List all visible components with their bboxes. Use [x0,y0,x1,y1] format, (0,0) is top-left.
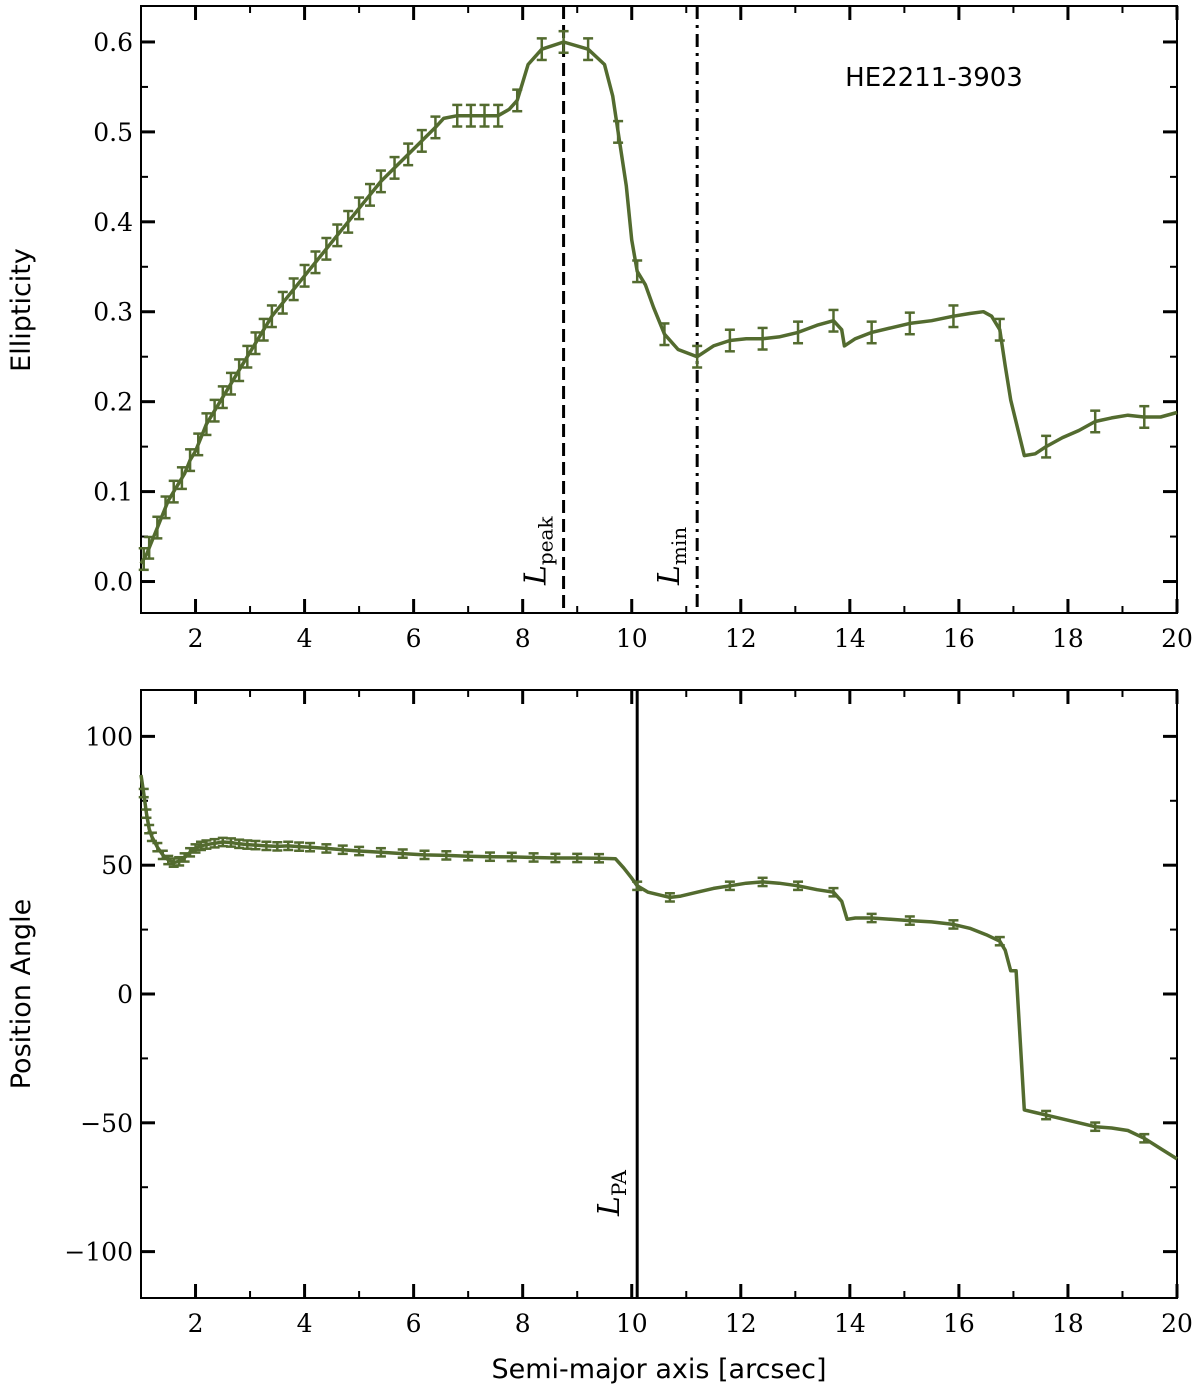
y-tick-label: −50 [80,1109,133,1138]
x-tick-label: 16 [943,1309,975,1338]
data-series-line [139,774,1178,1161]
y-tick-label: 0.5 [93,118,133,147]
x-tick-label: 6 [406,1309,422,1338]
y-tick-label: 0.0 [93,568,133,597]
x-tick-label: 8 [515,624,531,653]
reference-line-label-main: L [592,1196,627,1217]
x-tick-label: 4 [297,1309,313,1338]
x-tick-label: 20 [1161,624,1193,653]
y-tick-label: 100 [85,722,133,751]
x-tick-label: 10 [616,1309,648,1338]
plot-frame [140,5,1178,614]
data-series-line [139,40,1178,565]
y-tick-label: 0.2 [93,388,133,417]
reference-line-label-main: L [652,565,687,586]
reference-line-label-sub: PA [607,1169,631,1196]
x-tick-label: 2 [188,1309,204,1338]
y-tick-label: −100 [64,1238,133,1267]
x-tick-label: 4 [297,624,313,653]
y-tick-label: 50 [101,851,133,880]
reference-line-label-sub: min [667,527,691,565]
x-tick-label: 6 [406,624,422,653]
x-tick-label: 14 [834,1309,866,1338]
x-tick-label: 14 [834,624,866,653]
x-tick-label: 12 [725,1309,757,1338]
y-tick-label: 0.1 [93,478,133,507]
x-tick-label: 20 [1161,1309,1193,1338]
x-tick-label: 18 [1052,624,1084,653]
x-tick-label: 2 [188,624,204,653]
reference-line-label: Lmin [652,527,691,586]
x-tick-label: 10 [616,624,648,653]
reference-line-label-sub: peak [534,516,558,566]
x-tick-label: 16 [943,624,975,653]
y-tick-label: 0.6 [93,28,133,57]
y-axis-label-ellipticity: Ellipticity [6,248,37,372]
y-axis-label-position-angle: Position Angle [6,899,37,1090]
x-tick-label: 12 [725,624,757,653]
reference-line-label: Lpeak [519,516,558,586]
position-angle-panel: 2 4 6 8 10 12 14 16 18 20 −100 −50 0 50 100 LPA [64,689,1193,1338]
x-tick-label: 8 [515,1309,531,1338]
reference-line-label-main: L [519,565,554,586]
y-tick-label: 0.3 [93,298,133,327]
plot-frame [140,689,1178,1299]
reference-line-label: LPA [592,1169,631,1217]
object-name-annotation: HE2211-3903 [845,63,1023,93]
y-tick-label: 0.4 [93,208,133,237]
ellipticity-panel: 2 4 6 8 10 12 14 16 18 20 0.0 0.1 0.2 0.3 0.4 0.5 0.6 Lpe… [93,5,1193,653]
y-tick-label: 0 [117,980,133,1009]
x-tick-label: 18 [1052,1309,1084,1338]
x-axis-label: Semi-major axis [arcsec] [491,1354,826,1385]
